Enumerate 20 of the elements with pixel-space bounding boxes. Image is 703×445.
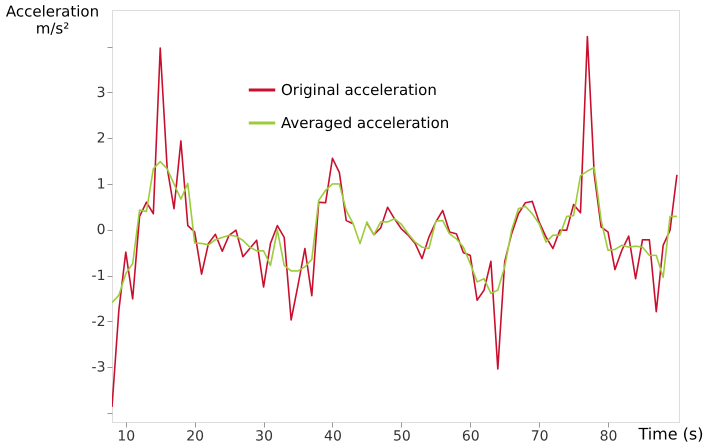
x-tick-label: 10 <box>117 428 136 444</box>
legend-label: Original acceleration <box>281 81 437 99</box>
y-tick-label: 2 <box>96 130 106 147</box>
x-tick-label: 80 <box>600 428 618 444</box>
line-series <box>112 160 678 304</box>
x-tick-label: 30 <box>255 428 273 444</box>
x-tick-label: 20 <box>186 428 204 444</box>
x-tick-label: 50 <box>392 428 411 444</box>
x-tick-label: 40 <box>324 428 342 444</box>
legend-label: Averaged acceleration <box>281 114 450 132</box>
x-tick-label: 60 <box>462 428 480 444</box>
x-axis-title: Time (s) <box>637 424 703 444</box>
y-tick-label: -3 <box>92 360 106 376</box>
y-tick-label: 0 <box>96 222 106 238</box>
y-tick-label: 1 <box>96 176 106 192</box>
x-tick-label: 70 <box>530 428 549 444</box>
y-tick-label: -1 <box>92 268 106 284</box>
y-tick-label: -2 <box>92 314 106 330</box>
y-tick-label: 3 <box>96 84 106 101</box>
y-axis-title: Acceleration m/s² <box>6 2 100 38</box>
